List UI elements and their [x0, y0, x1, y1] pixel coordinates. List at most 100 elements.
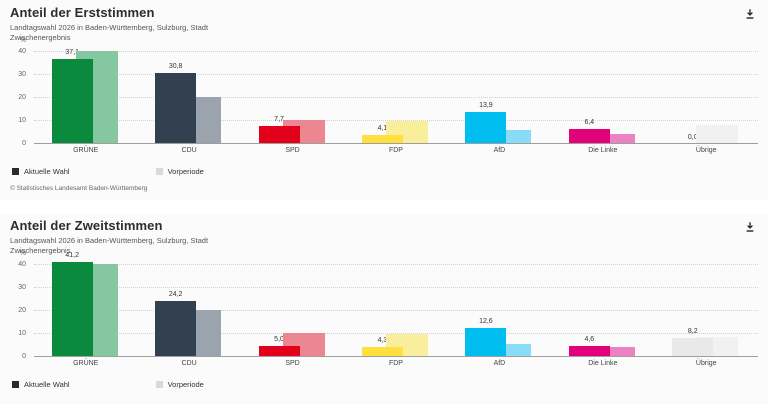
value-label: 8,2 — [687, 328, 698, 336]
y-tick-30: 30 — [18, 284, 26, 291]
bar-group-FDP: 4,3 — [344, 257, 447, 357]
bar-groups: 37,1 30,8 7,7 4,1 13,9 6,4 0,0 — [34, 44, 758, 144]
category-label-Die Linke: Die Linke — [588, 360, 618, 367]
download-icon — [744, 221, 758, 233]
bar-aktuelle-wahl-Übrige[interactable] — [672, 338, 714, 357]
legend-label-aktuelle-wahl: Aktuelle Wahl — [24, 380, 70, 389]
bar-group-CDU: 30,8 — [137, 44, 240, 144]
legend-label-aktuelle-wahl: Aktuelle Wahl — [24, 167, 70, 176]
chart-subtitle: Landtagswahl 2026 in Baden-Württemberg, … — [10, 236, 209, 245]
bar-group-GRÜNE: 41,2 — [34, 252, 137, 357]
bar-vorperiode-Übrige[interactable] — [696, 124, 739, 144]
bar-aktuelle-wahl-FDP[interactable] — [361, 347, 403, 357]
bar-aktuelle-wahl-AfD[interactable] — [465, 112, 507, 144]
category-label-Übrige: Übrige — [695, 360, 717, 367]
bar-group-CDU: 24,2 — [137, 257, 240, 357]
bar-group-AfD: 12,6 — [448, 257, 551, 357]
bar-vorperiode-Die Linke[interactable] — [592, 133, 635, 144]
category-label-SPD: SPD — [285, 147, 300, 154]
gridline-10 — [34, 333, 758, 334]
category-label-CDU: CDU — [181, 360, 197, 367]
legend-swatch-vorperiode — [155, 168, 163, 175]
value-label: 0,0 — [687, 134, 698, 141]
bar-group-GRÜNE: 37,1 — [34, 44, 137, 144]
category-label-CDU: CDU — [181, 147, 197, 154]
x-axis-line — [34, 356, 758, 357]
y-tick-30: 30 — [18, 71, 26, 78]
value-label: 24,2 — [168, 291, 183, 299]
y-tick-10: 10 — [18, 330, 26, 337]
legend-swatch-aktuelle-wahl — [12, 168, 19, 175]
bar-chart-erststimmen: % 0 10 20 30 40 37,1 30,8 7,7 4,1 13,9 6,4 0,0 GRÜNE C… — [0, 37, 758, 157]
zweitstimmen-chart-panel: Anteil der Zweitstimmen Landtagswahl 202… — [0, 213, 768, 404]
chart-subtitle: Landtagswahl 2026 in Baden-Württemberg, … — [10, 23, 209, 32]
bar-aktuelle-wahl-GRÜNE[interactable] — [51, 262, 93, 357]
bar-aktuelle-wahl-SPD[interactable] — [258, 126, 300, 144]
bar-group-Die Linke: 6,4 — [551, 44, 654, 144]
chart-title-zweitstimmen: Anteil der Zweitstimmen — [10, 218, 163, 233]
plot-area: 37,1 30,8 7,7 4,1 13,9 6,4 0,0 — [34, 44, 758, 144]
bar-vorperiode-Die Linke[interactable] — [592, 346, 635, 357]
bar-aktuelle-wahl-SPD[interactable] — [258, 345, 300, 357]
download-icon — [744, 8, 758, 20]
y-tick-40: 40 — [18, 48, 26, 55]
legend-item-vorperiode[interactable]: Vorperiode — [155, 167, 204, 176]
y-axis: % 0 10 20 30 40 — [0, 250, 34, 360]
value-label: 4,6 — [584, 336, 595, 344]
value-label: 41,2 — [65, 252, 80, 260]
bar-aktuelle-wahl-FDP[interactable] — [361, 134, 403, 144]
category-label-FDP: FDP — [388, 147, 403, 154]
legend-swatch-aktuelle-wahl — [12, 381, 19, 388]
bar-aktuelle-wahl-Die Linke[interactable] — [568, 129, 610, 144]
chart-title-erststimmen: Anteil der Erststimmen — [10, 5, 155, 20]
category-label-SPD: SPD — [285, 360, 300, 367]
category-label-GRÜNE: GRÜNE — [73, 360, 99, 367]
download-button[interactable] — [742, 5, 760, 23]
chart-legend: Aktuelle Wahl Vorperiode — [12, 167, 768, 176]
x-axis-labels: GRÜNE CDU SPD FDP AfD Die Linke Übrige — [34, 144, 758, 157]
y-axis: % 0 10 20 30 40 — [0, 37, 34, 147]
gridline-30 — [34, 287, 758, 288]
category-label-Die Linke: Die Linke — [588, 147, 618, 154]
bar-aktuelle-wahl-GRÜNE[interactable] — [51, 58, 93, 144]
y-tick-20: 20 — [18, 94, 26, 101]
category-label-FDP: FDP — [388, 360, 403, 367]
category-label-Übrige: Übrige — [695, 147, 717, 154]
value-label: 37,1 — [65, 48, 80, 56]
bar-groups: 41,2 24,2 5,0 4,3 12,6 4,6 8,2 — [34, 252, 758, 357]
download-button[interactable] — [742, 218, 760, 236]
y-tick-40: 40 — [18, 261, 26, 268]
bar-aktuelle-wahl-CDU[interactable] — [155, 73, 197, 144]
chart-header: Anteil der Erststimmen Landtagswahl 2026… — [0, 5, 768, 42]
gridline-40 — [34, 264, 758, 265]
bar-aktuelle-wahl-Die Linke[interactable] — [568, 346, 610, 357]
legend-item-vorperiode[interactable]: Vorperiode — [155, 380, 204, 389]
bar-group-Übrige: 0,0 — [655, 44, 758, 144]
gridline-40 — [34, 51, 758, 52]
bar-group-SPD: 7,7 — [241, 44, 344, 144]
y-tick-0: 0 — [22, 140, 26, 147]
legend-item-aktuelle-wahl[interactable]: Aktuelle Wahl — [12, 167, 70, 176]
bar-aktuelle-wahl-CDU[interactable] — [155, 301, 197, 357]
plot-area: 41,2 24,2 5,0 4,3 12,6 4,6 8,2 — [34, 252, 758, 357]
category-label-AfD: AfD — [493, 147, 506, 154]
legend-label-vorperiode: Vorperiode — [167, 380, 204, 389]
bar-group-FDP: 4,1 — [344, 44, 447, 144]
chart-legend: Aktuelle Wahl Vorperiode — [12, 380, 768, 389]
gridline-30 — [34, 74, 758, 75]
value-label: 7,7 — [274, 116, 284, 124]
gridline-10 — [34, 120, 758, 121]
bar-group-SPD: 5,0 — [241, 257, 344, 357]
bar-group-AfD: 13,9 — [448, 44, 551, 144]
x-axis-line — [34, 143, 758, 144]
value-label: 12,6 — [479, 318, 493, 326]
erststimmen-chart-panel: Anteil der Erststimmen Landtagswahl 2026… — [0, 0, 768, 200]
value-label: 4,3 — [377, 337, 388, 345]
legend-item-aktuelle-wahl[interactable]: Aktuelle Wahl — [12, 380, 70, 389]
y-tick-20: 20 — [18, 307, 26, 314]
value-label: 6,4 — [584, 119, 595, 127]
value-label: 13,9 — [479, 102, 493, 110]
y-tick-10: 10 — [18, 117, 26, 124]
chart-header: Anteil der Zweitstimmen Landtagswahl 202… — [0, 218, 768, 255]
bar-aktuelle-wahl-AfD[interactable] — [465, 328, 507, 357]
